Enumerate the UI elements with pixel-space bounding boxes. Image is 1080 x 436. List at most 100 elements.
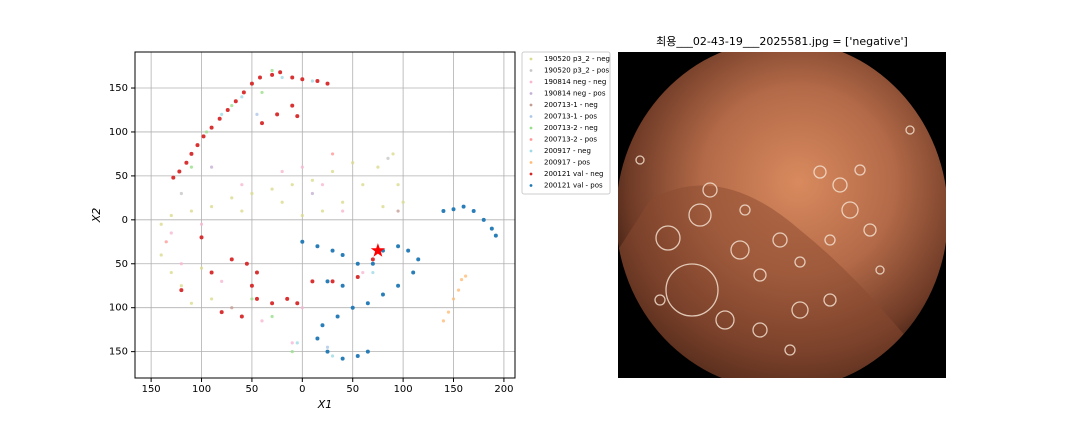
point bbox=[290, 350, 294, 354]
y-tick-label: 100 bbox=[109, 127, 128, 138]
point bbox=[370, 257, 375, 262]
point bbox=[184, 160, 189, 165]
point bbox=[179, 284, 183, 288]
legend-label: 190814 neg - neg bbox=[544, 78, 606, 86]
plot-frame bbox=[134, 51, 516, 379]
y-tick-label: 50 bbox=[115, 259, 128, 270]
y-tick-label: 100 bbox=[109, 303, 128, 314]
legend-label: 200713-1 - neg bbox=[544, 101, 598, 109]
x-tick-label: 50 bbox=[246, 384, 259, 395]
point bbox=[330, 152, 335, 156]
point bbox=[325, 81, 330, 86]
point bbox=[217, 116, 222, 121]
point bbox=[179, 191, 183, 196]
point bbox=[220, 112, 224, 116]
point bbox=[411, 270, 416, 275]
point bbox=[275, 112, 280, 117]
point bbox=[350, 305, 355, 310]
point bbox=[199, 266, 204, 270]
point bbox=[290, 183, 294, 187]
point bbox=[416, 257, 421, 262]
point bbox=[376, 165, 380, 169]
legend-marker bbox=[529, 69, 533, 72]
legend-marker bbox=[529, 57, 533, 61]
point bbox=[481, 217, 486, 222]
legend-label: 200713-2 - pos bbox=[544, 136, 597, 144]
point bbox=[340, 356, 345, 361]
point bbox=[204, 130, 209, 134]
point bbox=[201, 134, 206, 139]
point bbox=[270, 187, 274, 191]
y-tick-label: 50 bbox=[115, 171, 128, 182]
point bbox=[209, 270, 214, 275]
point bbox=[240, 209, 244, 213]
point bbox=[270, 301, 275, 306]
point bbox=[396, 244, 401, 249]
y-axis-label: X2 bbox=[90, 208, 103, 224]
point bbox=[240, 95, 244, 99]
point bbox=[278, 70, 283, 75]
legend-box bbox=[521, 51, 611, 195]
legend-marker bbox=[529, 92, 533, 95]
point bbox=[325, 345, 330, 349]
point bbox=[320, 183, 325, 187]
point bbox=[300, 306, 304, 310]
point bbox=[386, 156, 390, 160]
endoscopy-image bbox=[618, 52, 946, 378]
point bbox=[241, 90, 246, 95]
legend-marker bbox=[529, 103, 533, 107]
legend-label: 200917 - pos bbox=[544, 159, 590, 167]
x-tick-label: 0 bbox=[299, 384, 305, 395]
point bbox=[396, 283, 401, 288]
point bbox=[210, 297, 214, 301]
point bbox=[280, 200, 284, 204]
point bbox=[341, 209, 345, 213]
point bbox=[315, 336, 320, 341]
point bbox=[396, 183, 400, 187]
point bbox=[380, 292, 385, 297]
point bbox=[355, 261, 360, 266]
point bbox=[464, 274, 468, 278]
x-tick-label: 100 bbox=[192, 384, 211, 395]
point bbox=[300, 77, 305, 82]
image-title: 최용___02-43-19___2025581.jpg = ['negative… bbox=[656, 35, 908, 48]
point bbox=[456, 288, 461, 292]
point bbox=[179, 262, 183, 266]
point bbox=[250, 297, 254, 301]
point bbox=[391, 152, 395, 156]
point bbox=[365, 301, 370, 306]
point bbox=[210, 205, 214, 209]
point bbox=[471, 209, 476, 214]
point bbox=[310, 79, 315, 83]
point bbox=[365, 349, 370, 354]
point bbox=[290, 341, 294, 345]
legend-marker bbox=[529, 149, 533, 153]
point bbox=[189, 209, 194, 213]
point bbox=[325, 349, 330, 354]
y-tick-label: 150 bbox=[109, 347, 128, 358]
point bbox=[451, 207, 456, 212]
point bbox=[325, 279, 330, 284]
legend-marker bbox=[529, 184, 533, 187]
point bbox=[189, 301, 194, 305]
point bbox=[461, 204, 466, 209]
point bbox=[199, 222, 204, 226]
legend-label: 200713-2 - neg bbox=[544, 124, 598, 132]
highlight-star bbox=[370, 243, 386, 257]
point bbox=[300, 213, 304, 218]
point bbox=[220, 279, 224, 283]
point bbox=[189, 165, 194, 169]
point bbox=[250, 191, 254, 196]
point bbox=[361, 270, 365, 275]
point bbox=[295, 301, 300, 306]
point bbox=[315, 244, 320, 249]
point bbox=[300, 239, 305, 244]
point bbox=[189, 151, 194, 156]
point bbox=[219, 310, 224, 315]
point bbox=[159, 253, 163, 257]
point bbox=[177, 169, 182, 174]
point bbox=[310, 279, 315, 284]
point bbox=[335, 314, 340, 319]
point bbox=[244, 261, 249, 266]
